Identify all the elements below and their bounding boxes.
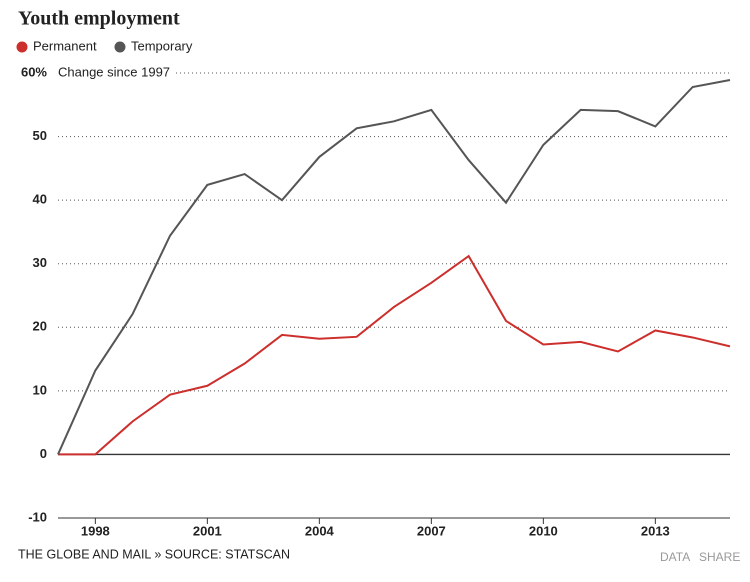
x-tick-label: 1998	[81, 523, 110, 538]
share-link[interactable]: SHARE	[699, 550, 740, 564]
y-tick-label: 50	[33, 128, 47, 143]
legend-label: Permanent	[33, 38, 97, 53]
y-tick-label: 40	[33, 192, 47, 207]
legend-dot	[114, 41, 126, 53]
y-tick-label: 0	[40, 446, 47, 461]
data-link[interactable]: DATA	[660, 550, 690, 564]
series-line	[57, 79, 731, 455]
y-tick-label: 20	[33, 319, 47, 334]
x-tick-label: 2010	[529, 523, 558, 538]
y-tick-label: 10	[33, 382, 47, 397]
chart-title: Youth employment	[18, 8, 180, 30]
legend-dot	[16, 41, 28, 53]
y-tick-label: -10	[28, 509, 47, 524]
y-axis-label: Change since 1997	[58, 64, 170, 79]
x-tick-label: 2001	[193, 523, 222, 538]
legend-label: Temporary	[131, 38, 193, 53]
x-tick-label: 2013	[641, 523, 670, 538]
y-tick-label: 60%	[21, 64, 47, 79]
source: THE GLOBE AND MAIL » SOURCE: STATSCAN	[18, 547, 290, 561]
y-tick-label: 30	[33, 255, 47, 270]
series-line	[58, 254, 731, 456]
x-tick-label: 2004	[305, 523, 335, 538]
x-tick-label: 2007	[417, 523, 446, 538]
